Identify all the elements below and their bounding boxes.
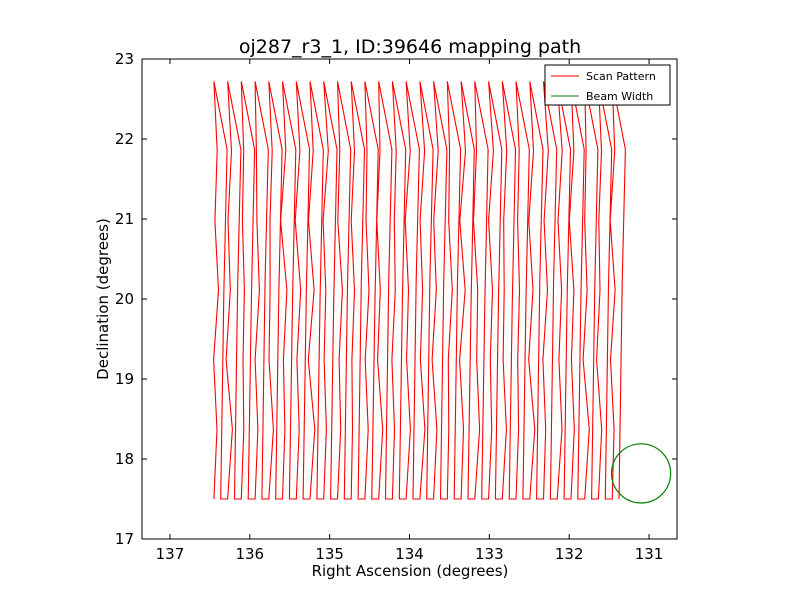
legend-box <box>544 64 671 106</box>
x-tick-label: 132 <box>555 545 584 563</box>
y-tick-label: 18 <box>115 450 134 468</box>
chart-title: oj287_r3_1, ID:39646 mapping path <box>239 36 581 58</box>
y-tick-label: 17 <box>115 530 134 548</box>
x-tick-label: 137 <box>156 545 185 563</box>
y-axis-label: Declination (degrees) <box>94 218 112 380</box>
x-tick-label: 135 <box>315 545 344 563</box>
y-tick-label: 20 <box>115 290 134 308</box>
x-axis-label: Right Ascension (degrees) <box>312 562 509 580</box>
legend: Scan Pattern Beam Width <box>544 64 671 106</box>
axis-ticks: 137 136 135 134 133 132 131 17 18 19 20 21 22 23 <box>115 50 677 563</box>
x-tick-label: 136 <box>235 545 264 563</box>
x-tick-label: 133 <box>475 545 504 563</box>
y-tick-label: 22 <box>115 130 134 148</box>
plot-area <box>213 81 672 504</box>
legend-scan-label: Scan Pattern <box>586 70 656 83</box>
legend-beam-label: Beam Width <box>586 90 653 103</box>
beam-width-circle <box>610 443 672 504</box>
y-tick-label: 23 <box>115 50 134 68</box>
y-tick-label: 21 <box>115 210 134 228</box>
scan-pattern-line <box>213 81 626 500</box>
x-tick-label: 134 <box>395 545 424 563</box>
x-tick-label: 131 <box>635 545 664 563</box>
y-tick-label: 19 <box>115 370 134 388</box>
